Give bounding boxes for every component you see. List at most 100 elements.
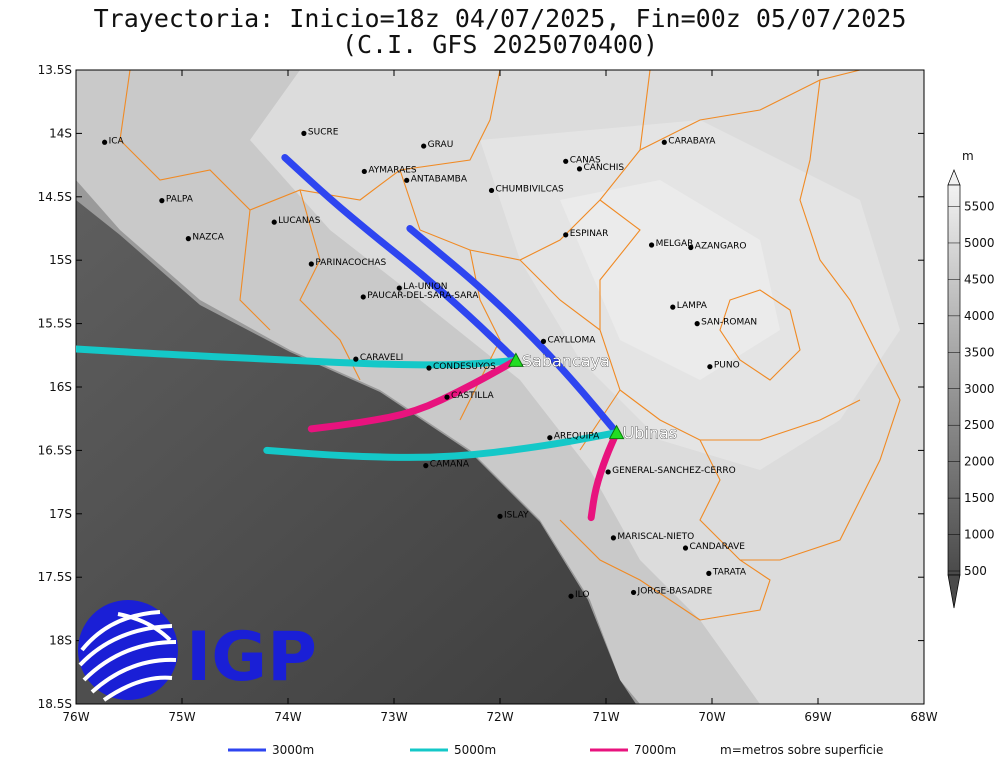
x-tick-label: 70W	[698, 710, 725, 724]
colorbar-label: 2500	[964, 418, 995, 432]
colorbar-unit: m	[962, 149, 974, 163]
y-tick-label: 18.5S	[38, 697, 72, 711]
y-tick-label: 16S	[49, 380, 72, 394]
y-tick-label: 13.5S	[38, 63, 72, 77]
city-label: CANDARAVE	[690, 542, 746, 552]
city-label: GRAU	[428, 140, 454, 150]
colorbar-label: 3000	[964, 382, 995, 396]
volcano-label: Sabancaya	[522, 351, 610, 370]
city-marker	[661, 139, 667, 145]
city-label: CARABAYA	[668, 136, 716, 146]
city-marker	[605, 469, 611, 475]
colorbar-label: 500	[964, 564, 987, 578]
city-marker	[396, 285, 402, 291]
volcano-triangle-icon	[608, 424, 625, 440]
y-tick-label: 15S	[49, 253, 72, 267]
title-line-2: (C.I. GFS 2025070400)	[341, 30, 659, 59]
city-marker	[694, 321, 700, 327]
city-label: AYMARAES	[368, 165, 417, 175]
trajectory-ubinas-5000m	[263, 429, 621, 461]
colorbar: m 500 1000 1500 2000 2500 3000 3500 4000 4500 500…	[947, 149, 995, 609]
city-label: ILO	[575, 590, 589, 600]
city-marker	[426, 365, 432, 371]
colorbar-label: 5000	[964, 236, 995, 250]
city-label: JORGE-BASADRE	[637, 586, 713, 596]
city-label: CARAVELI	[360, 353, 403, 363]
city-label: LA-UNION	[403, 282, 447, 292]
city-marker	[576, 166, 583, 172]
city-marker	[102, 139, 108, 145]
volcano-label: Ubinas	[623, 424, 678, 443]
y-tick-label: 14.5S	[38, 190, 72, 204]
x-tick-label: 74W	[274, 710, 301, 724]
logo-text: IGP	[186, 618, 317, 697]
city-label: PARINACOCHAS	[315, 258, 386, 268]
y-tick-label: 15.5S	[38, 317, 72, 331]
city-marker	[568, 593, 574, 599]
igp-logo: IGP	[78, 600, 317, 702]
city-label: MARISCAL-NIETO	[617, 532, 694, 542]
city-label: ESPINAR	[570, 229, 609, 239]
city-label: PUNO	[714, 361, 740, 371]
city-marker	[682, 545, 689, 551]
city-label: PALPA	[166, 195, 194, 205]
x-tick-label: 68W	[910, 710, 937, 724]
city-label: PAUCAR-DEL-SARA-SARA	[367, 291, 479, 301]
y-tick-label: 18S	[49, 634, 72, 648]
legend-note: m=metros sobre superficie	[720, 743, 883, 757]
colorbar-label: 3500	[964, 345, 995, 359]
city-label: CONDESUYOS	[433, 362, 496, 372]
city-marker	[670, 304, 676, 310]
city-label: LAMPA	[677, 301, 708, 311]
y-tick-label: 17S	[49, 507, 72, 521]
city-marker	[423, 463, 429, 469]
x-tick-label: 69W	[804, 710, 831, 724]
y-tick-label: 14S	[49, 126, 72, 140]
trajectory-sabancaya-5000m	[76, 345, 520, 369]
city-label: MELGAR	[656, 239, 694, 249]
legend-label: 3000m	[272, 743, 314, 757]
trajectory-sabancaya-7000m	[307, 356, 520, 433]
city-marker	[563, 232, 569, 238]
city-marker	[421, 143, 427, 149]
city-label: NAZCA	[192, 233, 224, 243]
city-label: AZANGARO	[695, 242, 747, 252]
city-label: CASTILLA	[451, 391, 495, 401]
city-marker	[610, 535, 617, 541]
city-label: CANAS	[570, 155, 601, 165]
city-marker	[361, 168, 367, 175]
colorbar-label: 1000	[964, 528, 995, 542]
city-label: SAN-ROMAN	[701, 318, 757, 328]
city-marker	[353, 356, 359, 362]
city-label: GENERAL-SANCHEZ-CERRO	[612, 466, 736, 476]
city-marker	[444, 394, 450, 400]
trajectory-ubinas-3000m	[406, 225, 621, 437]
city-marker	[497, 513, 503, 519]
x-tick-label: 71W	[592, 710, 619, 724]
city-marker	[301, 130, 307, 136]
colorbar-label: 2000	[964, 455, 995, 469]
legend-label: 7000m	[634, 743, 676, 757]
colorbar-label: 1500	[964, 491, 995, 505]
colorbar-label: 5500	[964, 200, 995, 214]
city-marker	[648, 242, 655, 248]
city-marker	[540, 338, 547, 344]
colorbar-label: 4000	[964, 309, 995, 323]
volcano-triangle-icon	[508, 352, 524, 367]
city-marker	[159, 198, 165, 204]
city-marker	[688, 244, 694, 251]
city-label: AREQUIPA	[554, 432, 600, 442]
city-label: ISLAY	[504, 510, 529, 520]
x-tick-label: 76W	[62, 710, 89, 724]
city-marker	[360, 294, 366, 300]
legend-label: 5000m	[454, 743, 496, 757]
x-tick-label: 75W	[168, 710, 195, 724]
city-label: ANTABAMBA	[411, 174, 468, 184]
y-tick-label: 17.5S	[38, 570, 72, 584]
city-marker	[488, 187, 495, 194]
terrain-layer	[76, 70, 924, 704]
x-tick-label: 72W	[486, 710, 513, 724]
city-marker	[563, 158, 569, 164]
